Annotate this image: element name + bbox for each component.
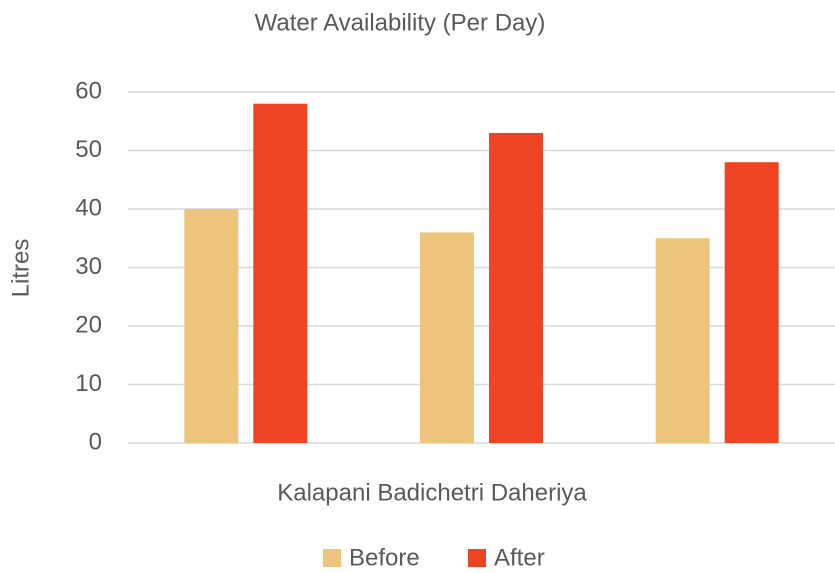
legend-swatch — [323, 549, 341, 567]
y-tick-label: 20 — [75, 311, 102, 338]
y-tick-label: 0 — [89, 428, 102, 455]
chart-title: Water Availability (Per Day) — [255, 9, 546, 36]
bar — [184, 209, 239, 443]
bar — [489, 132, 543, 443]
y-tick-label: 40 — [75, 194, 102, 221]
legend-label: Before — [349, 544, 420, 571]
bar — [724, 162, 779, 443]
legend-swatch — [468, 549, 486, 567]
x-axis-label: Kalapani Badichetri Daheriya — [277, 479, 587, 506]
y-tick-label: 50 — [75, 136, 102, 163]
y-tick-label: 10 — [75, 370, 102, 397]
y-tick-label: 30 — [75, 253, 102, 280]
bar — [655, 238, 710, 443]
y-axis-label: Litres — [7, 239, 34, 298]
bar — [253, 103, 308, 443]
bar — [420, 232, 474, 443]
y-tick-label: 60 — [75, 77, 102, 104]
legend-label: After — [494, 544, 545, 571]
